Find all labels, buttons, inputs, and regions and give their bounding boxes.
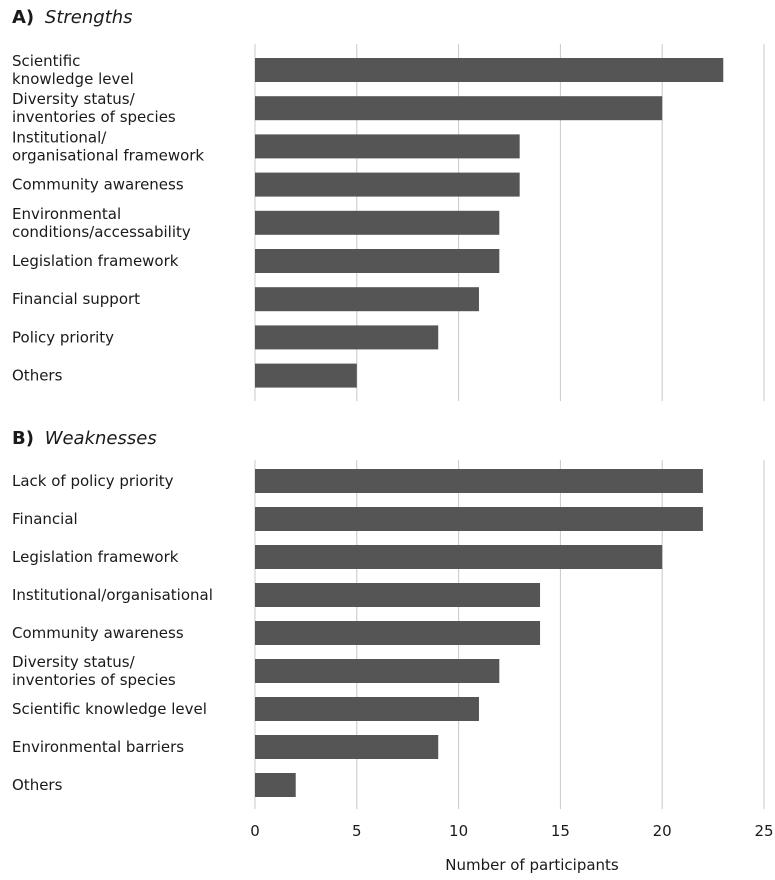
category-label-line: Legislation framework	[12, 252, 179, 270]
category-label-line: inventories of species	[12, 671, 176, 689]
bar	[255, 773, 296, 797]
bar	[255, 735, 439, 759]
bar	[255, 134, 520, 159]
category-label: Diversity status/inventories of species	[12, 653, 176, 689]
category-label: Diversity status/inventories of species	[12, 90, 176, 126]
category-label-line: Scientific	[12, 52, 80, 70]
category-label-line: Institutional/	[12, 128, 107, 146]
category-label-line: Diversity status/	[12, 90, 136, 108]
x-tick-label: 5	[352, 822, 362, 840]
category-label: Environmental conditions/accessability	[12, 205, 191, 241]
weaknesses-panel: B) Weaknesses Lack of policy priority Fin…	[12, 428, 774, 874]
category-label: Community awareness	[12, 176, 184, 194]
x-tick-label: 20	[653, 822, 672, 840]
panel-title-strengths: A) Strengths	[12, 7, 133, 28]
bar	[255, 697, 479, 721]
category-label: Scientific knowledge level	[12, 700, 207, 718]
category-label-line: Community awareness	[12, 624, 184, 642]
bars	[255, 469, 703, 797]
panel-title-text: Weaknesses	[45, 428, 157, 449]
bar	[255, 58, 724, 82]
bar	[255, 210, 500, 235]
bar	[255, 249, 500, 273]
category-label-line: organisational framework	[12, 146, 204, 164]
category-label-line: Legislation framework	[12, 548, 179, 566]
category-label-line: Environmental	[12, 205, 121, 223]
bar	[255, 545, 663, 569]
strengths-panel: A) Strengths Scientific knowledge levelDi…	[12, 7, 765, 401]
category-label-line: Others	[12, 776, 63, 794]
panel-title-weaknesses: B) Weaknesses	[12, 428, 157, 449]
x-tick-label: 15	[551, 822, 570, 840]
bar	[255, 325, 439, 350]
category-label-line: Community awareness	[12, 176, 184, 194]
bar	[255, 172, 520, 197]
category-label: Financial support	[12, 290, 140, 308]
category-label: Lack of policy priority	[12, 472, 174, 490]
x-tick-label: 25	[754, 822, 773, 840]
category-label-line: Institutional/organisational	[12, 586, 213, 604]
category-label-line: Financial support	[12, 290, 140, 308]
category-label-line: Financial	[12, 510, 78, 528]
category-label-line: Scientific knowledge level	[12, 700, 207, 718]
category-label: Institutional/organisational framework	[12, 128, 204, 164]
category-label: Others	[12, 367, 63, 385]
category-label: Environmental barriers	[12, 738, 184, 756]
category-label: Institutional/organisational	[12, 586, 213, 604]
category-label-line: Policy priority	[12, 328, 114, 346]
bar	[255, 287, 479, 312]
bar	[255, 507, 703, 531]
x-axis-ticks: 0 5 10 15 20 25	[250, 822, 773, 840]
bar	[255, 621, 541, 645]
category-label-line: Environmental barriers	[12, 738, 184, 756]
category-label-line: inventories of species	[12, 108, 176, 126]
category-label: Legislation framework	[12, 548, 179, 566]
x-tick-label: 10	[449, 822, 468, 840]
category-label-line: Others	[12, 367, 63, 385]
category-label-line: Lack of policy priority	[12, 472, 174, 490]
x-axis-label: Number of participants	[445, 856, 619, 874]
category-label: Community awareness	[12, 624, 184, 642]
bar	[255, 469, 703, 493]
bar	[255, 96, 663, 121]
category-label: Others	[12, 776, 63, 794]
bar	[255, 659, 500, 683]
bars	[255, 58, 724, 388]
category-label-line: knowledge level	[12, 70, 134, 88]
panel-label: B)	[12, 428, 34, 449]
panel-label: A)	[12, 7, 34, 28]
category-label-line: Diversity status/	[12, 653, 136, 671]
category-labels: Lack of policy priority Financial Legislat…	[12, 472, 213, 794]
category-label: Financial	[12, 510, 78, 528]
category-label: Legislation framework	[12, 252, 179, 270]
category-label-line: conditions/accessability	[12, 223, 191, 241]
panel-title-text: Strengths	[45, 7, 133, 28]
category-label: Scientific knowledge level	[12, 52, 134, 88]
bar	[255, 583, 541, 607]
x-tick-label: 0	[250, 822, 260, 840]
bar	[255, 363, 357, 388]
category-label: Policy priority	[12, 328, 114, 346]
